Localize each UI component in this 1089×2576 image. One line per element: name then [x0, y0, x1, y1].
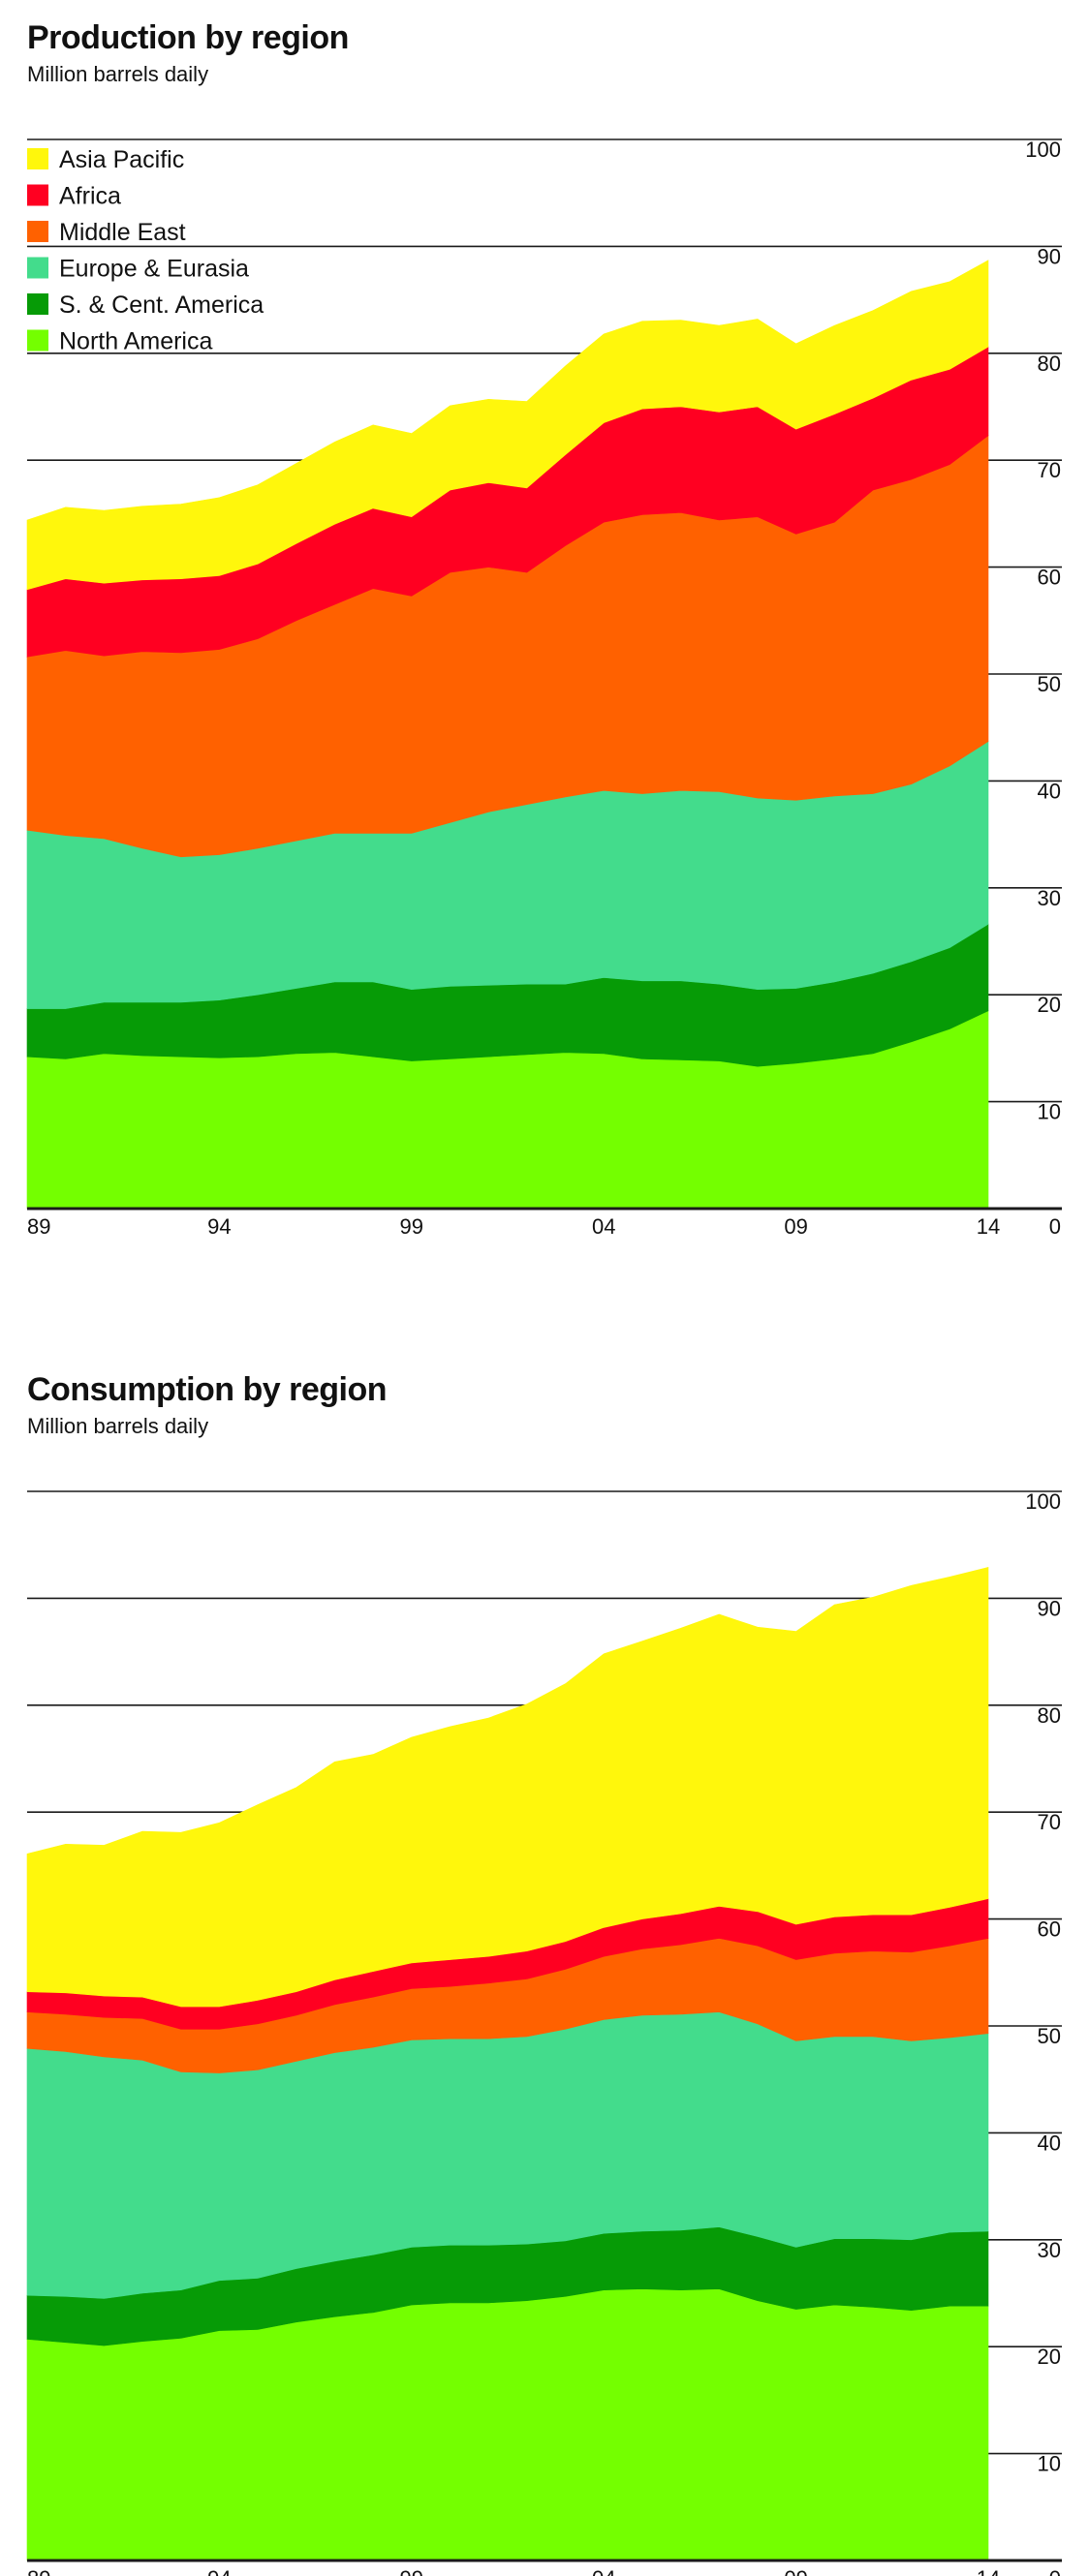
production-y-tick-label-50: 50	[1038, 672, 1061, 696]
production-x-tick-label-09: 09	[784, 1214, 807, 1239]
consumption-area-asia-pacific	[26, 1567, 989, 2008]
production-legend-label-s-cent-america: S. & Cent. America	[59, 291, 264, 319]
production-legend-swatch-asia-pacific	[27, 148, 48, 169]
production-y-tick-label-60: 60	[1038, 566, 1061, 590]
production-legend-label-middle-east: Middle East	[59, 219, 186, 246]
production-y-tick-label-10: 10	[1038, 1100, 1061, 1124]
production-chart-title: Production by region	[27, 19, 349, 56]
consumption-y-tick-label-60: 60	[1038, 1917, 1061, 1942]
production-y-tick-label-30: 30	[1038, 886, 1061, 910]
production-area-chart: 0 10 20 30 40 50 60 70 80 90 100 89 94 99 04 09 14 Asia P…	[26, 138, 1062, 1239]
production-chart-subtitle: Million barrels daily	[27, 62, 209, 86]
consumption-x-tick-label-89: 89	[27, 2566, 50, 2576]
production-legend-swatch-africa	[27, 184, 48, 206]
consumption-y-tick-label-20: 20	[1038, 2345, 1061, 2369]
consumption-x-tick-label-14: 14	[977, 2566, 1000, 2576]
production-legend-swatch-europe-eurasia	[27, 257, 48, 279]
production-y-tick-label-20: 20	[1038, 993, 1061, 1017]
production-legend-label-europe-eurasia: Europe & Eurasia	[59, 256, 249, 283]
consumption-x-tick-label-09: 09	[784, 2566, 807, 2576]
production-chart-panel: Production by region Million barrels dai…	[0, 0, 1089, 1259]
consumption-y-tick-label-50: 50	[1038, 2024, 1061, 2048]
production-y-tick-label-80: 80	[1038, 352, 1061, 376]
consumption-y-tick-label-40: 40	[1038, 2131, 1061, 2155]
production-x-tick-label-04: 04	[592, 1214, 615, 1239]
consumption-y-tick-label-10: 10	[1038, 2452, 1061, 2476]
production-area-asia-pacific	[26, 260, 989, 591]
consumption-x-tick-label-94: 94	[207, 2566, 231, 2576]
production-legend-swatch-north-america	[27, 329, 48, 352]
consumption-area-chart: 0 10 20 30 40 50 60 70 80 90 100 89 94 99 04 09 14	[26, 1489, 1062, 2576]
production-legend-swatch-s-cent-america	[27, 293, 48, 315]
consumption-x-tick-label-04: 04	[592, 2566, 615, 2576]
consumption-x-tick-label-99: 99	[400, 2566, 423, 2576]
consumption-y-tick-label-0: 0	[1049, 2566, 1061, 2576]
production-y-tick-label-70: 70	[1038, 458, 1061, 482]
consumption-y-tick-label-70: 70	[1038, 1810, 1061, 1834]
production-x-tick-label-14: 14	[977, 1214, 1000, 1239]
consumption-chart-subtitle: Million barrels daily	[27, 1414, 209, 1438]
consumption-chart-panel: Consumption by region Million barrels da…	[0, 1352, 1089, 2576]
production-legend-label-africa: Africa	[59, 183, 121, 210]
consumption-y-tick-label-90: 90	[1038, 1596, 1061, 1620]
production-legend-swatch-middle-east	[27, 221, 48, 242]
production-x-tick-label-94: 94	[207, 1214, 231, 1239]
production-y-tick-label-40: 40	[1038, 779, 1061, 803]
production-x-tick-label-99: 99	[400, 1214, 423, 1239]
consumption-y-tick-label-80: 80	[1038, 1703, 1061, 1728]
consumption-y-tick-label-30: 30	[1038, 2238, 1061, 2262]
production-y-tick-label-100: 100	[1025, 138, 1061, 162]
production-legend-label-north-america: North America	[59, 328, 212, 355]
production-legend-label-asia-pacific: Asia Pacific	[59, 146, 184, 173]
consumption-y-tick-label-100: 100	[1025, 1489, 1061, 1514]
consumption-chart-title: Consumption by region	[27, 1371, 388, 1408]
production-y-tick-label-90: 90	[1038, 244, 1061, 268]
production-x-tick-label-89: 89	[27, 1214, 50, 1239]
production-y-tick-label-0: 0	[1049, 1214, 1061, 1239]
